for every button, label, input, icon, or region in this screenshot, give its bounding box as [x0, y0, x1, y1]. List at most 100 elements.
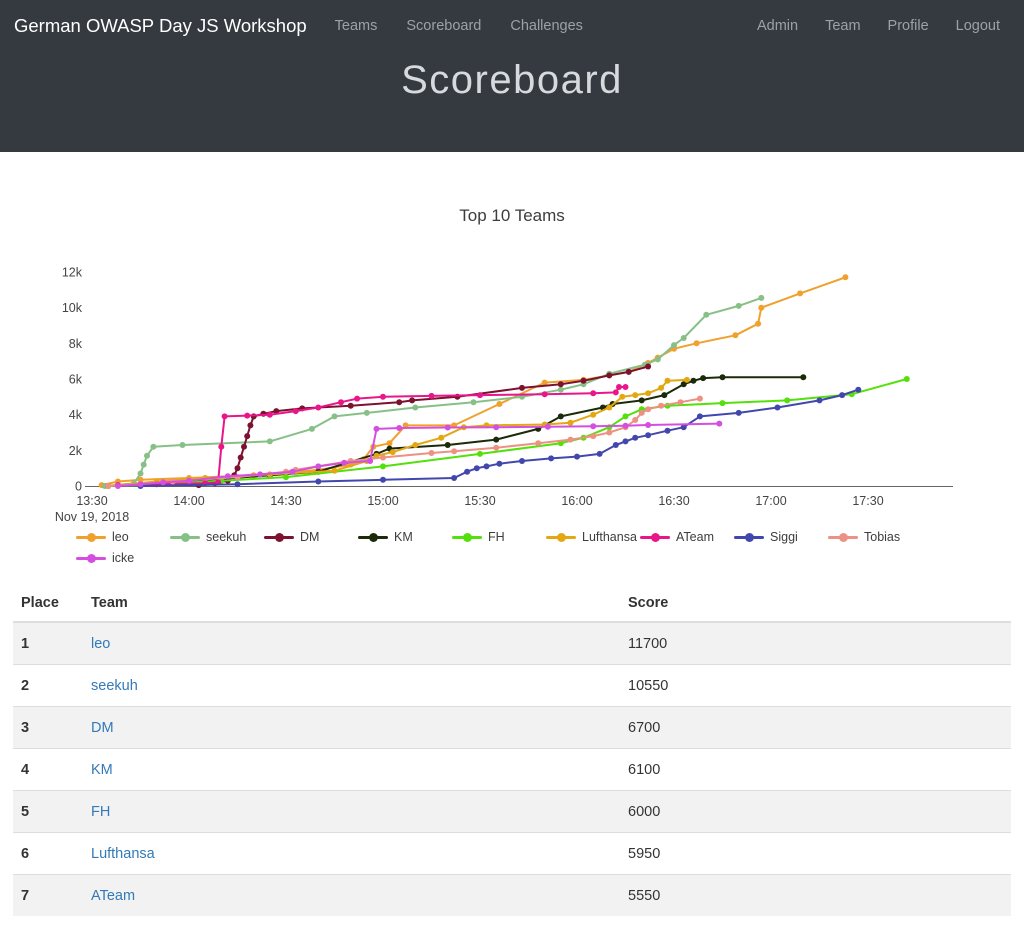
series-point-Tobias: [428, 450, 435, 456]
team-link-seekuh[interactable]: seekuh: [91, 677, 138, 694]
series-point-Siggi: [548, 455, 555, 462]
x-tick-label: 14:30: [270, 494, 301, 508]
series-point-FH: [903, 376, 910, 382]
series-point-FH: [784, 397, 791, 404]
series-point-icke: [373, 425, 380, 432]
nav-link-teams[interactable]: Teams: [334, 18, 378, 34]
series-point-icke: [114, 483, 121, 489]
page-title: Scoreboard: [401, 58, 623, 102]
series-point-seekuh: [308, 425, 315, 432]
series-line-seekuh: [104, 296, 762, 487]
series-line-FH: [108, 378, 908, 487]
legend-item-leo[interactable]: leo: [76, 528, 170, 546]
series-point-icke: [645, 422, 652, 428]
nav-left: Teams Scoreboard Challenges: [329, 14, 589, 38]
team-cell: FH: [83, 790, 620, 833]
team-link-leo[interactable]: leo: [91, 635, 111, 652]
series-point-icke: [716, 420, 723, 427]
nav-link-admin[interactable]: Admin: [756, 18, 799, 34]
score-cell: 6100: [620, 748, 1011, 791]
series-point-icke: [341, 459, 348, 466]
series-point-ATeam: [616, 384, 622, 390]
chart-section: Top 10 Teams 0 2k 4k 6k 8k 10k 12k 13:30 14:00 14…: [0, 152, 1024, 567]
legend-item-Siggi[interactable]: Siggi: [734, 528, 828, 546]
place-cell: 1: [13, 621, 83, 665]
series-point-Tobias: [493, 444, 500, 451]
series-point-icke: [289, 468, 296, 475]
series-point-Siggi: [816, 397, 823, 404]
legend-label: leo: [112, 530, 129, 544]
score-chart-svg[interactable]: 0 2k 4k 6k 8k 10k 12k 13:30 14:00 14:30 15:00 15:30…: [55, 240, 967, 528]
nav-link-team[interactable]: Team: [825, 18, 861, 34]
series-point-Siggi: [483, 463, 490, 470]
series-point-DM: [606, 372, 613, 379]
nav-link-challenges[interactable]: Challenges: [510, 18, 583, 34]
legend-item-FH[interactable]: FH: [452, 528, 546, 546]
series-point-seekuh: [557, 386, 564, 393]
series-point-Lufthansa: [590, 411, 597, 418]
series-point-Siggi: [696, 413, 703, 420]
x-tick-label: 14:00: [173, 494, 204, 508]
series-point-icke: [396, 425, 403, 431]
x-tick-label: 13:30: [76, 494, 107, 508]
table-body: 1 leo 11700 2 seekuh 10550 3 DM 6700 4 K…: [13, 621, 1011, 916]
legend-item-ATeam[interactable]: ATeam: [640, 528, 734, 546]
y-tick-label: 8k: [69, 337, 83, 351]
score-cell: 6000: [620, 790, 1011, 833]
series-point-Siggi: [473, 465, 480, 472]
team-link-ATeam[interactable]: ATeam: [91, 887, 136, 904]
legend-item-KM[interactable]: KM: [358, 528, 452, 546]
team-link-Lufthansa[interactable]: Lufthansa: [91, 845, 155, 862]
series-point-ATeam: [477, 392, 483, 399]
series-point-icke: [257, 471, 264, 478]
team-link-DM[interactable]: DM: [91, 719, 114, 736]
team-link-FH[interactable]: FH: [91, 803, 111, 820]
legend-marker-icon: [76, 532, 106, 542]
series-point-Tobias: [590, 433, 597, 440]
legend-item-DM[interactable]: DM: [264, 528, 358, 546]
brand-link[interactable]: German OWASP Day JS Workshop: [14, 15, 307, 36]
legend-item-icke[interactable]: icke: [76, 549, 170, 567]
series-point-icke: [315, 463, 322, 470]
series-point-seekuh: [680, 335, 687, 341]
legend-item-Lufthansa[interactable]: Lufthansa: [546, 528, 640, 546]
legend-marker-icon: [264, 532, 294, 542]
column-header-team: Team: [83, 585, 620, 623]
score-cell: 6700: [620, 706, 1011, 749]
series-point-DM: [409, 397, 416, 404]
series-point-KM: [557, 413, 564, 420]
series-point-Tobias: [677, 399, 684, 406]
series-point-Tobias: [451, 448, 458, 455]
series-point-Siggi: [774, 404, 781, 411]
table-row: 4 KM 6100: [13, 748, 1011, 791]
series-point-Tobias: [105, 483, 112, 489]
legend-label: ATeam: [676, 530, 714, 544]
x-tick-label: 15:00: [367, 494, 398, 508]
series-point-icke: [367, 458, 374, 464]
series-point-Tobias: [535, 440, 542, 447]
series-point-Siggi: [645, 432, 652, 439]
series-point-leo: [402, 422, 409, 429]
series-point-seekuh: [735, 302, 742, 309]
legend-label: Siggi: [770, 530, 798, 544]
nav-link-logout[interactable]: Logout: [955, 18, 1000, 34]
series-point-DM: [557, 381, 564, 388]
series-point-seekuh: [137, 470, 144, 477]
series-point-icke: [544, 423, 551, 430]
series-point-Siggi: [315, 478, 322, 485]
nav-link-scoreboard[interactable]: Scoreboard: [406, 18, 482, 34]
series-point-ATeam: [622, 384, 629, 390]
series-point-KM: [444, 442, 451, 448]
series-point-Lufthansa: [619, 393, 626, 400]
legend-item-Tobias[interactable]: Tobias: [828, 528, 922, 546]
series-point-Tobias: [606, 429, 613, 436]
series-point-seekuh: [266, 438, 273, 445]
legend-marker-icon: [170, 532, 200, 542]
place-cell: 3: [13, 706, 83, 749]
legend-marker-icon: [734, 532, 764, 542]
nav-link-profile[interactable]: Profile: [887, 18, 929, 34]
team-link-KM[interactable]: KM: [91, 761, 113, 778]
table-header-row: Place Team Score: [13, 585, 1011, 623]
legend-item-seekuh[interactable]: seekuh: [170, 528, 264, 546]
series-point-Lufthansa: [632, 392, 639, 399]
